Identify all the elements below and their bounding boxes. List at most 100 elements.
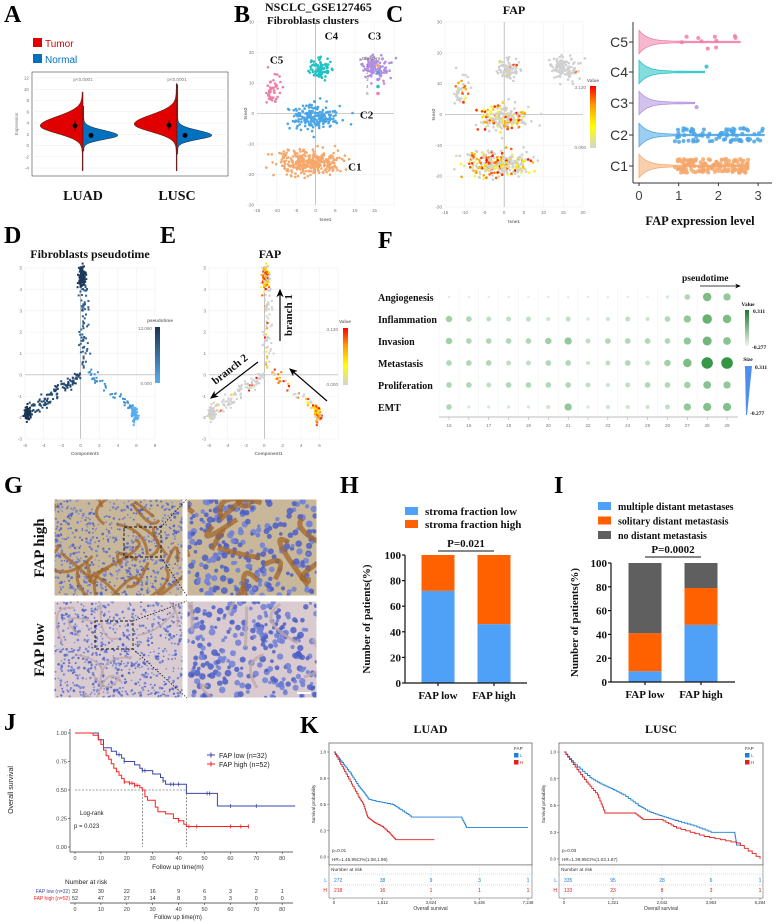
x-tick-label: 5: [334, 208, 337, 213]
nucleus: [134, 565, 137, 567]
nucleus: [162, 554, 165, 557]
data-point: [529, 159, 533, 162]
nucleus: [80, 603, 83, 606]
nucleus: [263, 610, 268, 615]
nucleus: [214, 568, 219, 573]
nucleus: [144, 610, 147, 613]
data-point: [460, 79, 463, 83]
data-point: [86, 325, 89, 328]
nucleus: [187, 570, 191, 574]
nucleus: [155, 499, 158, 502]
nucleus: [151, 558, 154, 562]
legend-swatch: [376, 70, 380, 75]
nucleus: [75, 684, 79, 687]
data-point: [290, 169, 293, 172]
data-point: [520, 111, 523, 114]
data-point: [746, 128, 750, 133]
data-point: [292, 393, 295, 396]
nucleus: [128, 567, 131, 570]
data-point: [79, 333, 82, 336]
nucleus: [175, 532, 178, 535]
nucleus: [157, 621, 160, 625]
data-point: [45, 403, 48, 406]
nucleus: [63, 673, 66, 676]
data-point: [313, 114, 317, 118]
data-point: [379, 75, 382, 78]
data-point: [372, 63, 376, 67]
nucleus: [233, 560, 238, 565]
data-point: [82, 303, 85, 306]
nucleus: [112, 624, 115, 627]
data-point: [312, 166, 316, 169]
nucleus: [179, 692, 181, 695]
data-point: [700, 131, 705, 136]
nucleus: [97, 523, 100, 526]
nucleus: [117, 662, 120, 665]
bubble: [665, 295, 670, 299]
data-point: [752, 139, 757, 144]
nucleus: [120, 561, 124, 564]
colorbar: [343, 328, 348, 385]
nucleus: [137, 590, 140, 593]
data-point: [519, 68, 522, 71]
data-point: [132, 410, 134, 412]
data-point: [263, 339, 266, 342]
data-point: [723, 137, 728, 142]
data-point: [77, 266, 80, 269]
nucleus: [257, 524, 261, 528]
nucleus: [163, 577, 166, 580]
data-point: [305, 397, 308, 400]
bubble: [564, 337, 572, 345]
nucleus: [67, 527, 70, 530]
bubble: [565, 382, 572, 388]
nucleus: [149, 500, 152, 503]
data-point: [339, 169, 342, 173]
data-point: [359, 58, 362, 61]
data-point: [313, 163, 317, 166]
data-point: [740, 131, 745, 136]
bubble: [564, 403, 572, 411]
data-point: [349, 123, 353, 126]
data-point: [278, 376, 281, 379]
data-point: [265, 91, 268, 95]
nucleus: [94, 668, 97, 670]
x-tick-label: -4: [225, 443, 230, 448]
nucleus: [57, 510, 60, 513]
x-tick-label: 1: [675, 188, 682, 203]
nucleus: [84, 661, 86, 663]
y-tick-label: -3: [202, 437, 207, 442]
nucleus: [115, 662, 118, 666]
bubble: [683, 358, 692, 368]
data-point: [296, 124, 299, 128]
bubble: [646, 295, 649, 299]
nucleus: [82, 512, 85, 516]
nucleus: [135, 536, 138, 539]
nucleus: [88, 583, 91, 587]
branch-1-label: branch 1: [283, 294, 295, 336]
data-point: [498, 120, 502, 123]
nucleus: [262, 677, 269, 684]
data-point: [86, 348, 89, 350]
nucleus: [209, 625, 214, 630]
data-point: [84, 280, 87, 283]
data-point: [312, 135, 316, 139]
data-point: [76, 286, 79, 289]
data-point: [69, 385, 72, 388]
data-point: [365, 68, 369, 72]
x-tick-label: 26: [665, 423, 671, 428]
data-point: [219, 409, 222, 412]
nucleus: [161, 541, 164, 544]
stroma-strand: [54, 555, 94, 574]
data-point: [265, 275, 268, 278]
nucleus: [169, 527, 172, 530]
data-point: [113, 396, 116, 399]
nucleus: [140, 568, 143, 572]
nucleus: [199, 517, 204, 522]
nucleus: [128, 668, 130, 671]
size-legend-wedge: [745, 366, 752, 415]
data-point: [570, 57, 573, 61]
nucleus: [94, 693, 96, 695]
colorbar-min-label: 0.000: [141, 381, 153, 386]
nucleus: [306, 520, 313, 528]
data-point: [79, 377, 82, 380]
